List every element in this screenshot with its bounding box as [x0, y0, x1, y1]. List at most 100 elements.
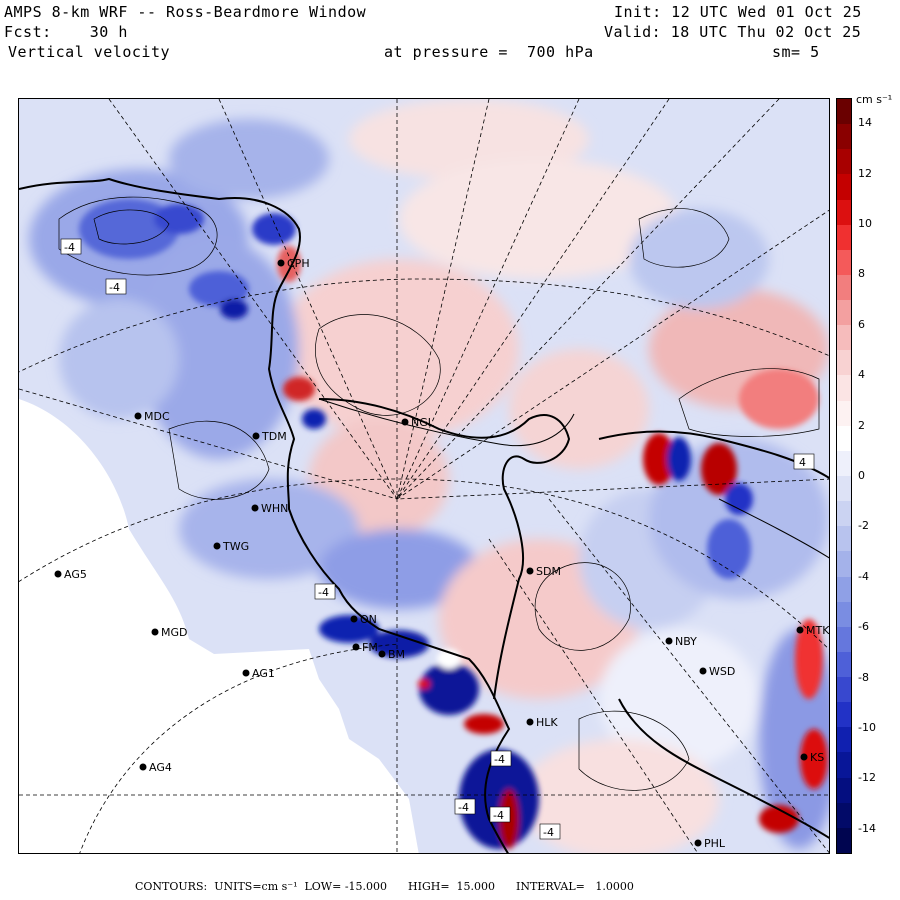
station-ag1[interactable]: AG1 — [242, 667, 275, 680]
station-ngl[interactable]: NGL — [401, 416, 435, 429]
valid-time: Valid: 18 UTC Thu 02 Oct 25 — [604, 23, 862, 41]
colorbar-segment — [837, 501, 851, 527]
map-title: AMPS 8-km WRF -- Ross-Beardmore Window — [4, 3, 367, 21]
station-label: WHN — [261, 502, 288, 515]
station-ag4[interactable]: AG4 — [139, 761, 172, 774]
colorbar-segment — [837, 224, 851, 251]
colorbar-tick-label: 12 — [858, 166, 872, 180]
colorbar-segment — [837, 626, 851, 653]
colorbar-tick-label: -10 — [858, 721, 876, 734]
station-label: WSD — [709, 665, 735, 678]
station-wsd[interactable]: WSD — [699, 665, 736, 678]
colorbar-segment — [837, 677, 851, 703]
station-marker — [378, 650, 386, 658]
colorbar-segment — [837, 827, 851, 853]
colorbar-segment — [837, 425, 851, 452]
svg-text:-4: -4 — [494, 753, 505, 766]
colorbar-segment — [837, 350, 851, 377]
colorbar-segment — [837, 400, 851, 427]
colorbar-segment — [837, 651, 851, 678]
colorbar-tick-label: -12 — [858, 771, 876, 785]
pressure-level: at pressure = 700 hPa — [384, 43, 594, 61]
colorbar-tick-label: -4 — [858, 569, 869, 583]
station-mdc[interactable]: MDC — [134, 410, 170, 423]
station-nby[interactable]: NBY — [665, 635, 698, 648]
station-label: AG5 — [64, 568, 87, 581]
station-marker — [251, 504, 259, 512]
station-marker — [242, 669, 250, 677]
station-marker — [134, 412, 142, 420]
station-tdm[interactable]: TDM — [252, 430, 287, 443]
station-bm[interactable]: BM — [378, 648, 406, 661]
station-label: TWG — [222, 540, 249, 553]
station-marker — [352, 643, 360, 651]
station-mtk[interactable]: MTK — [796, 624, 831, 637]
colorbar-segment — [837, 174, 851, 201]
station-marker — [151, 628, 159, 636]
contour-label: -4 — [105, 278, 127, 295]
grounding-line — [318, 398, 829, 559]
contour-label: -4 — [60, 238, 82, 255]
station-label: KS — [810, 751, 824, 764]
colorbar-segment — [837, 526, 851, 552]
colorbar-segment — [837, 300, 851, 326]
station-marker — [694, 839, 702, 847]
contour-label: -4 — [314, 583, 336, 600]
no-data-region — [19, 399, 419, 853]
colorbar-segment — [837, 124, 851, 150]
station-label: MDC — [144, 410, 170, 423]
station-marker — [401, 418, 409, 426]
station-marker — [277, 259, 285, 267]
station-marker — [54, 570, 62, 578]
colorbar-segment — [837, 199, 851, 226]
colorbar-tick-label: -6 — [858, 620, 869, 634]
colorbar-tick-label: 14 — [858, 116, 872, 130]
station-marker — [665, 637, 673, 645]
station-label: AG4 — [149, 761, 172, 774]
contour-label: -4 — [539, 823, 561, 840]
contour-label: -4 — [489, 806, 511, 823]
station-whn[interactable]: WHN — [251, 502, 289, 515]
forecast-hour: Fcst: 30 h — [4, 23, 128, 41]
station-ag5[interactable]: AG5 — [54, 568, 87, 581]
station-label: MGD — [161, 626, 188, 639]
station-fm[interactable]: FM — [352, 641, 378, 654]
station-on[interactable]: ON — [350, 613, 377, 626]
station-hlk[interactable]: HLK — [526, 716, 559, 729]
contour-lines — [58, 196, 820, 791]
station-label: HLK — [536, 716, 558, 729]
station-twg[interactable]: TWG — [213, 540, 250, 553]
station-label: MTK — [806, 624, 830, 637]
colorbar-segment — [837, 727, 851, 754]
svg-text:-4: -4 — [543, 826, 554, 839]
colorbar-segment — [837, 551, 851, 578]
colorbar-segment — [837, 149, 851, 175]
colorbar-segment — [837, 99, 851, 125]
station-mgd[interactable]: MGD — [151, 626, 188, 639]
station-marker — [800, 753, 808, 761]
station-sdm[interactable]: SDM — [526, 565, 561, 578]
colorbar — [836, 98, 852, 854]
station-marker — [252, 432, 260, 440]
station-cph[interactable]: CPH — [277, 257, 310, 270]
colorbar-segment — [837, 576, 851, 603]
station-marker — [350, 615, 358, 623]
colorbar-segment — [837, 450, 851, 477]
field-name: Vertical velocity — [8, 43, 171, 61]
colorbar-segment — [837, 274, 851, 301]
colorbar-tick-label: 4 — [858, 368, 865, 382]
contour-label: -4 — [454, 798, 476, 815]
colorbar-segment — [837, 375, 851, 402]
stations-layer: CPH MDC TDM NGL WHN TWG AG5 SDM MGD NBY AG1 WSD HLK A… — [54, 257, 831, 850]
colorbar-tick-label: 10 — [858, 217, 872, 230]
colorbar-tick-label: 8 — [858, 267, 865, 281]
station-ks[interactable]: KS — [800, 751, 825, 764]
station-marker — [139, 763, 147, 771]
station-phl[interactable]: PHL — [694, 837, 726, 850]
colorbar-tick-label: -14 — [858, 821, 876, 835]
smoothing: sm= 5 — [772, 43, 820, 61]
station-label: NGL — [411, 416, 435, 429]
station-marker — [699, 667, 707, 675]
contour-label-group: -4 -4 -4 -4 -4 -4 -4 4 — [60, 238, 815, 840]
map-panel: -4 -4 -4 -4 -4 -4 -4 4 CPH MDC TDM NGL WHN TW… — [18, 98, 830, 854]
